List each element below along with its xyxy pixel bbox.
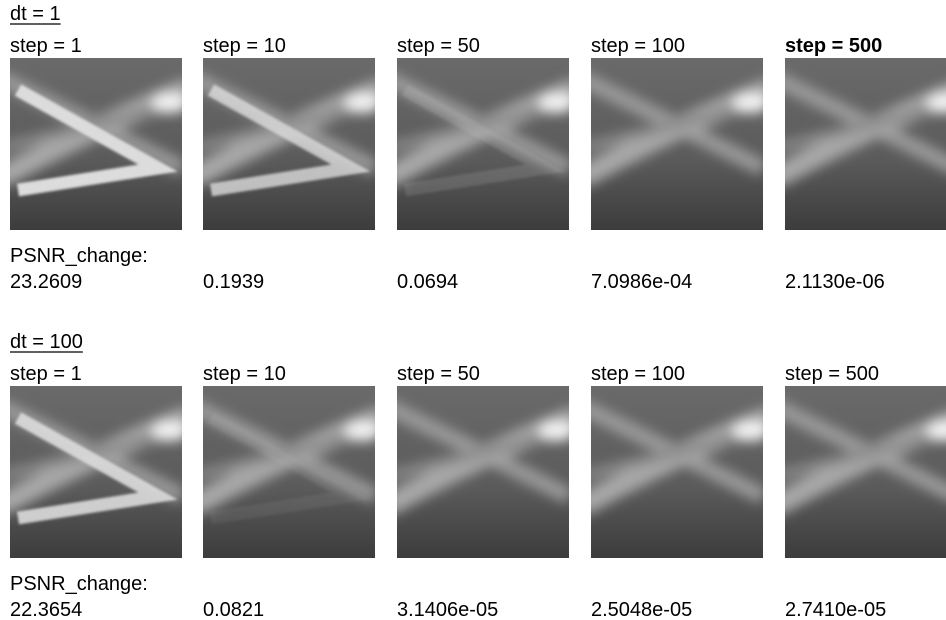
bright-spot [539, 421, 575, 441]
panel-image [0, 58, 190, 230]
dt-label: dt = 1 [10, 3, 61, 25]
panel-image [387, 386, 577, 558]
step-label: step = 50 [397, 35, 480, 57]
panel-image [193, 58, 383, 230]
step-label: step = 100 [591, 35, 685, 57]
panel-image [581, 58, 771, 230]
bright-spot [152, 421, 188, 441]
panel-image [581, 386, 771, 558]
panel-image [775, 58, 946, 230]
psnr-value: 3.1406e-05 [397, 599, 498, 620]
bright-spot [345, 421, 381, 441]
panel-image [193, 386, 383, 558]
step-label: step = 1 [10, 35, 82, 57]
panel-image [387, 58, 577, 230]
psnr-value: 7.0986e-04 [591, 271, 692, 293]
panel-image [0, 386, 190, 558]
step-label: step = 1 [10, 363, 82, 385]
psnr-label: PSNR_change: [10, 573, 148, 595]
bright-spot [539, 93, 575, 113]
psnr-value: 2.5048e-05 [591, 599, 692, 620]
dt-label: dt = 100 [10, 331, 83, 353]
figure: dt = 1 step = 1 PSNR_change: 23.2609 step = … [0, 0, 946, 620]
page: dt = 1 step = 1 PSNR_change: 23.2609 step = … [0, 0, 946, 620]
step-label: step = 500 [785, 35, 882, 57]
psnr-value: 23.2609 [10, 271, 82, 293]
bright-spot [733, 421, 769, 441]
panel-image [775, 386, 946, 558]
psnr-value: 2.1130e-06 [785, 271, 885, 293]
psnr-value: 2.7410e-05 [785, 599, 886, 620]
bright-spot [733, 93, 769, 113]
step-label: step = 500 [785, 363, 879, 385]
psnr-value: 0.0694 [397, 271, 458, 293]
psnr-value: 0.1939 [203, 271, 264, 293]
bright-spot [152, 93, 188, 113]
step-label: step = 10 [203, 363, 286, 385]
psnr-value: 22.3654 [10, 599, 82, 620]
psnr-value: 0.0821 [203, 599, 264, 620]
step-label: step = 50 [397, 363, 480, 385]
bright-spot [345, 93, 381, 113]
step-label: step = 10 [203, 35, 286, 57]
step-label: step = 100 [591, 363, 685, 385]
psnr-label: PSNR_change: [10, 245, 148, 267]
